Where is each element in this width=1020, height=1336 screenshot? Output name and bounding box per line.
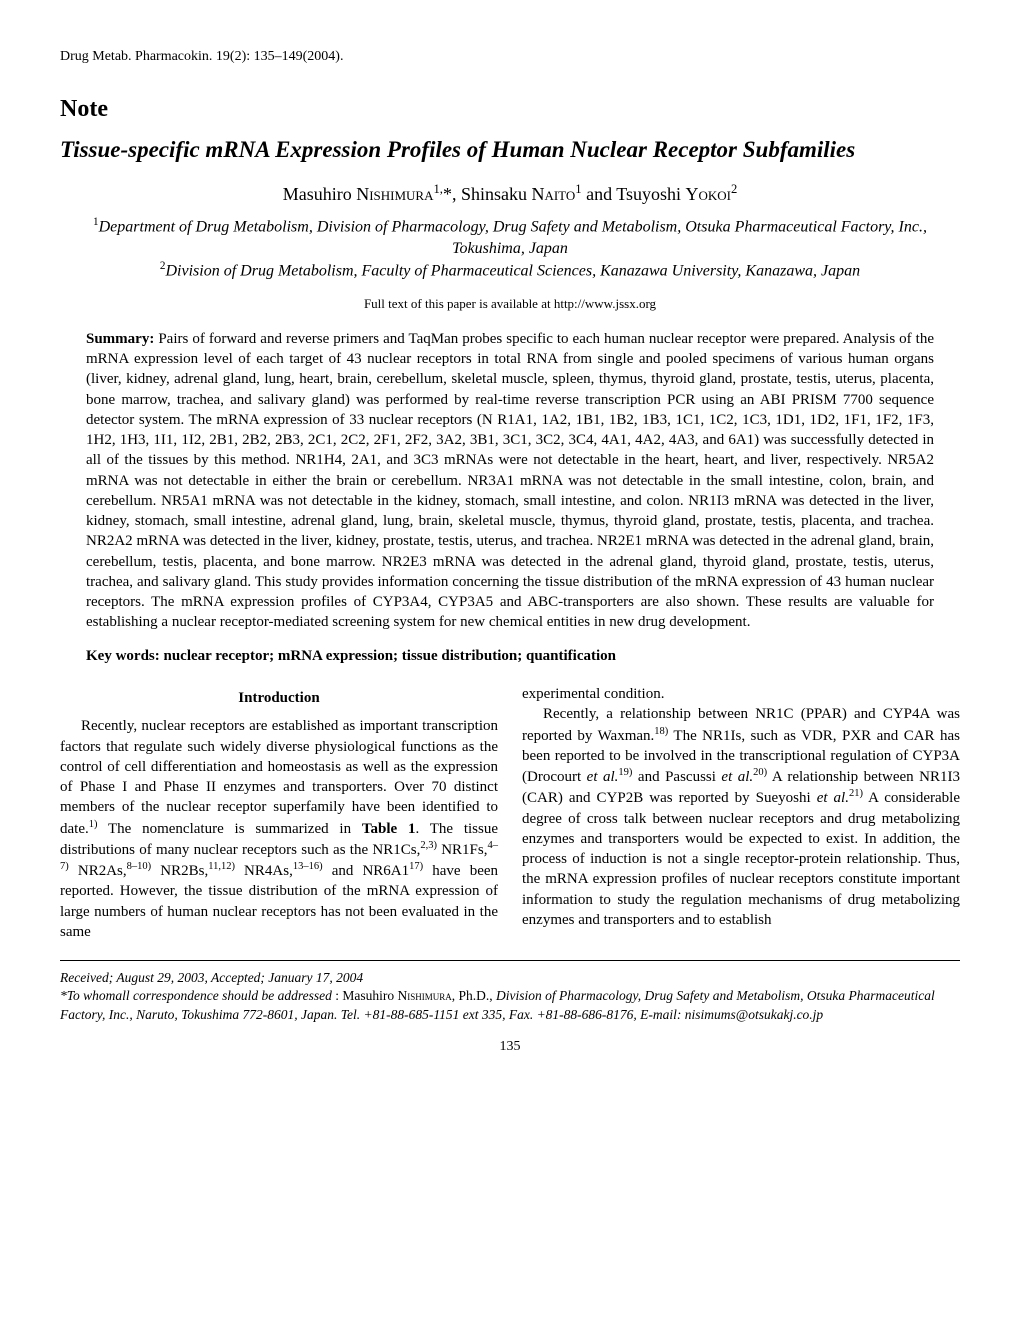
body-columns: Introduction Recently, nuclear receptors… xyxy=(60,684,960,942)
right-col-paragraph: Recently, a relationship between NR1C (P… xyxy=(522,704,960,930)
right-col-continuation: experimental condition. xyxy=(522,684,960,704)
ref-11-12: 11,12) xyxy=(208,861,235,872)
corr-a: *To whomall correspondence should be add… xyxy=(60,988,332,1003)
author-2-first: Shinsaku xyxy=(461,184,532,204)
abstract-label: Summary: xyxy=(86,331,154,347)
ref-8-10: 8–10) xyxy=(127,861,152,872)
corr-c: , Ph.D., xyxy=(452,988,496,1003)
author-sep-2: and xyxy=(582,184,617,204)
author-1-star: * xyxy=(443,184,452,204)
intro-p1-seg-b: The nomenclature is summarized in xyxy=(97,821,361,837)
ref-19: 19) xyxy=(618,767,632,778)
author-2-last: Naito xyxy=(531,184,575,204)
abstract-body: Pairs of forward and reverse primers and… xyxy=(86,331,934,631)
intro-p1-seg-e: NR2As, xyxy=(69,863,127,879)
right-seg-e: A considerable degree of cross talk betw… xyxy=(522,790,960,928)
corr-name: Nishimura xyxy=(397,988,451,1003)
intro-p1-seg-h: and NR6A1 xyxy=(323,863,410,879)
ref-13-16: 13–16) xyxy=(293,861,323,872)
authors-line: Masuhiro Nishimura1,*, Shinsaku Naito1 a… xyxy=(60,181,960,206)
intro-p1-seg-f: NR2Bs, xyxy=(151,863,208,879)
affiliations: 1Department of Drug Metabolism, Division… xyxy=(60,215,960,282)
footer-rule xyxy=(60,960,960,961)
ref-17: 17) xyxy=(409,861,423,872)
ref-18: 18) xyxy=(654,726,668,737)
footer-block: Received; August 29, 2003, Accepted; Jan… xyxy=(60,969,960,1024)
author-1-first: Masuhiro xyxy=(283,184,357,204)
abstract: Summary: Pairs of forward and reverse pr… xyxy=(86,329,934,633)
journal-header: Drug Metab. Pharmacokin. 19(2): 135–149(… xyxy=(60,48,960,66)
etal-3: et al. xyxy=(817,790,849,806)
author-3-sup: 2 xyxy=(731,182,737,196)
ref-21: 21) xyxy=(849,788,863,799)
affil-1-text: Department of Drug Metabolism, Division … xyxy=(99,218,927,257)
author-1-last: Nishimura xyxy=(356,184,433,204)
keywords: Key words: nuclear receptor; mRNA expres… xyxy=(86,647,934,667)
author-1-sup: 1, xyxy=(434,182,443,196)
ref-2-3: 2,3) xyxy=(420,840,437,851)
intro-p1-seg-d: NR1Fs, xyxy=(437,842,488,858)
etal-1: et al. xyxy=(587,769,619,785)
received-line: Received; August 29, 2003, Accepted; Jan… xyxy=(60,969,960,987)
paper-title: Tissue-specific mRNA Expression Profiles… xyxy=(60,135,960,165)
intro-p1-seg-g: NR4As, xyxy=(235,863,293,879)
intro-heading: Introduction xyxy=(60,688,498,708)
right-seg-c: and Pascussi xyxy=(632,769,721,785)
author-3-last: Yokoi xyxy=(686,184,732,204)
intro-p1-seg-a: Recently, nuclear receptors are establis… xyxy=(60,718,498,836)
corr-b: : Masuhiro xyxy=(332,988,398,1003)
etal-2: et al. xyxy=(721,769,753,785)
fulltext-note: Full text of this paper is available at … xyxy=(60,296,960,313)
section-label-note: Note xyxy=(60,94,960,125)
intro-paragraph-1: Recently, nuclear receptors are establis… xyxy=(60,716,498,942)
author-3-first: Tsuyoshi xyxy=(616,184,685,204)
affil-2-text: Division of Drug Metabolism, Faculty of … xyxy=(166,263,861,280)
page-number: 135 xyxy=(60,1038,960,1056)
author-sep-1: , xyxy=(452,184,461,204)
correspondence-line: *To whomall correspondence should be add… xyxy=(60,987,960,1023)
ref-20: 20) xyxy=(753,767,767,778)
table-1-ref: Table 1 xyxy=(362,821,416,837)
